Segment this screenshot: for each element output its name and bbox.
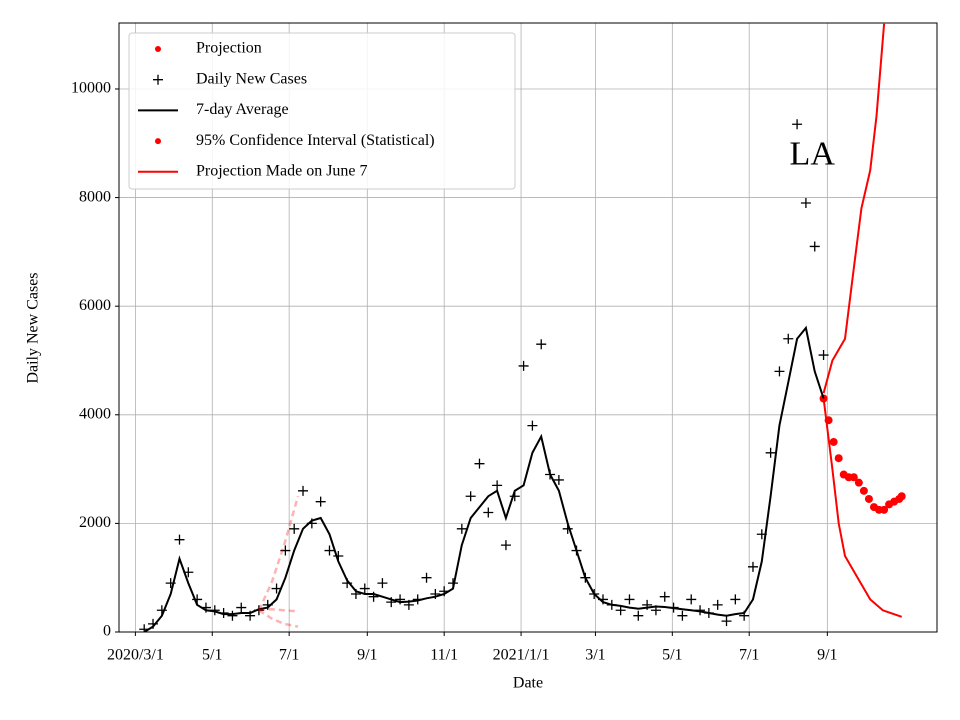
case-marker <box>518 360 529 371</box>
old-projection-line <box>258 609 299 628</box>
case-marker <box>792 119 803 130</box>
y-tick-label: 8000 <box>79 188 111 205</box>
case-marker <box>765 447 776 458</box>
ci-lower-line <box>822 398 903 618</box>
projection-dot <box>859 486 868 495</box>
x-tick-label: 5/1 <box>662 647 682 664</box>
average-line <box>143 325 825 632</box>
case-marker <box>174 534 185 545</box>
case-marker <box>474 458 485 469</box>
ci-upper-line <box>822 23 886 394</box>
case-marker <box>236 602 247 613</box>
x-tick-label: 9/1 <box>817 647 837 664</box>
x-tick-label: 7/1 <box>279 647 299 664</box>
case-marker <box>492 480 503 491</box>
x-tick-label: 2020/3/1 <box>107 647 164 664</box>
case-marker <box>359 583 370 594</box>
legend-marker <box>155 46 161 52</box>
case-marker <box>280 545 291 556</box>
case-marker <box>536 339 547 350</box>
case-marker <box>465 491 476 502</box>
case-marker <box>271 583 282 594</box>
annotation: LA <box>790 136 836 173</box>
legend-label: Projection <box>196 40 262 57</box>
case-marker <box>747 561 758 572</box>
legend-label: Projection Made on June 7 <box>196 162 368 179</box>
x-tick-label: 5/1 <box>202 647 222 664</box>
case-marker <box>289 523 300 534</box>
x-tick-label: 3/1 <box>585 647 605 664</box>
case-marker <box>774 366 785 377</box>
y-tick-label: 6000 <box>79 297 111 314</box>
case-marker <box>527 420 538 431</box>
legend-marker <box>155 138 161 145</box>
projection-dot <box>897 492 906 501</box>
case-marker <box>324 545 335 556</box>
legend: Projection Daily New Cases 7-day Average 95… <box>128 32 516 190</box>
case-marker <box>721 616 732 627</box>
projection-dot <box>829 437 838 446</box>
case-marker <box>624 594 635 605</box>
projection-dot <box>854 478 863 487</box>
legend-box <box>128 32 516 190</box>
case-marker <box>421 572 432 583</box>
y-axis-label: Daily New Cases <box>25 272 42 383</box>
legend-label: 95% Confidence Interval (Statistical) <box>196 132 435 149</box>
case-marker <box>298 485 309 496</box>
x-axis-label: Date <box>513 675 543 692</box>
case-marker <box>783 333 794 344</box>
case-marker <box>615 605 626 616</box>
case-marker <box>315 496 326 507</box>
case-marker <box>456 523 467 534</box>
legend-marker <box>153 74 163 85</box>
projection-dot <box>864 494 873 503</box>
case-marker <box>686 594 697 605</box>
legend-label: 7-day Average <box>196 101 289 118</box>
case-marker <box>800 198 811 209</box>
case-marker <box>227 610 238 621</box>
legend-label: Daily New Cases <box>196 70 307 87</box>
y-tick-label: 2000 <box>79 514 111 531</box>
y-tick-label: 10000 <box>71 80 111 97</box>
plot-area: LA <box>139 23 906 632</box>
x-tick-label: 7/1 <box>739 647 759 664</box>
axes-frame <box>118 22 938 633</box>
case-marker <box>659 591 670 602</box>
case-marker <box>377 578 388 589</box>
case-marker <box>712 599 723 610</box>
projection-dot <box>849 473 858 482</box>
old-projection-line <box>257 495 300 611</box>
x-tick-label: 11/1 <box>430 647 458 664</box>
x-tick-label: 2021/1/1 <box>493 647 550 664</box>
old-projection-line <box>258 607 299 613</box>
case-marker <box>633 610 644 621</box>
projection-dot <box>834 454 843 463</box>
case-marker <box>809 241 820 252</box>
case-marker <box>818 350 829 361</box>
case-marker <box>553 474 564 485</box>
case-marker <box>677 610 688 621</box>
y-tick-label: 4000 <box>79 405 111 422</box>
y-tick-label: 0 <box>103 623 111 640</box>
ticks: 0 2000 4000 6000 8000 10000 2020/3/1 5/1 7/1 9/1 1… <box>71 80 838 664</box>
case-marker <box>500 540 511 551</box>
case-marker <box>730 594 741 605</box>
projection-dot <box>880 505 889 514</box>
x-tick-label: 9/1 <box>357 647 377 664</box>
case-marker <box>483 507 494 518</box>
